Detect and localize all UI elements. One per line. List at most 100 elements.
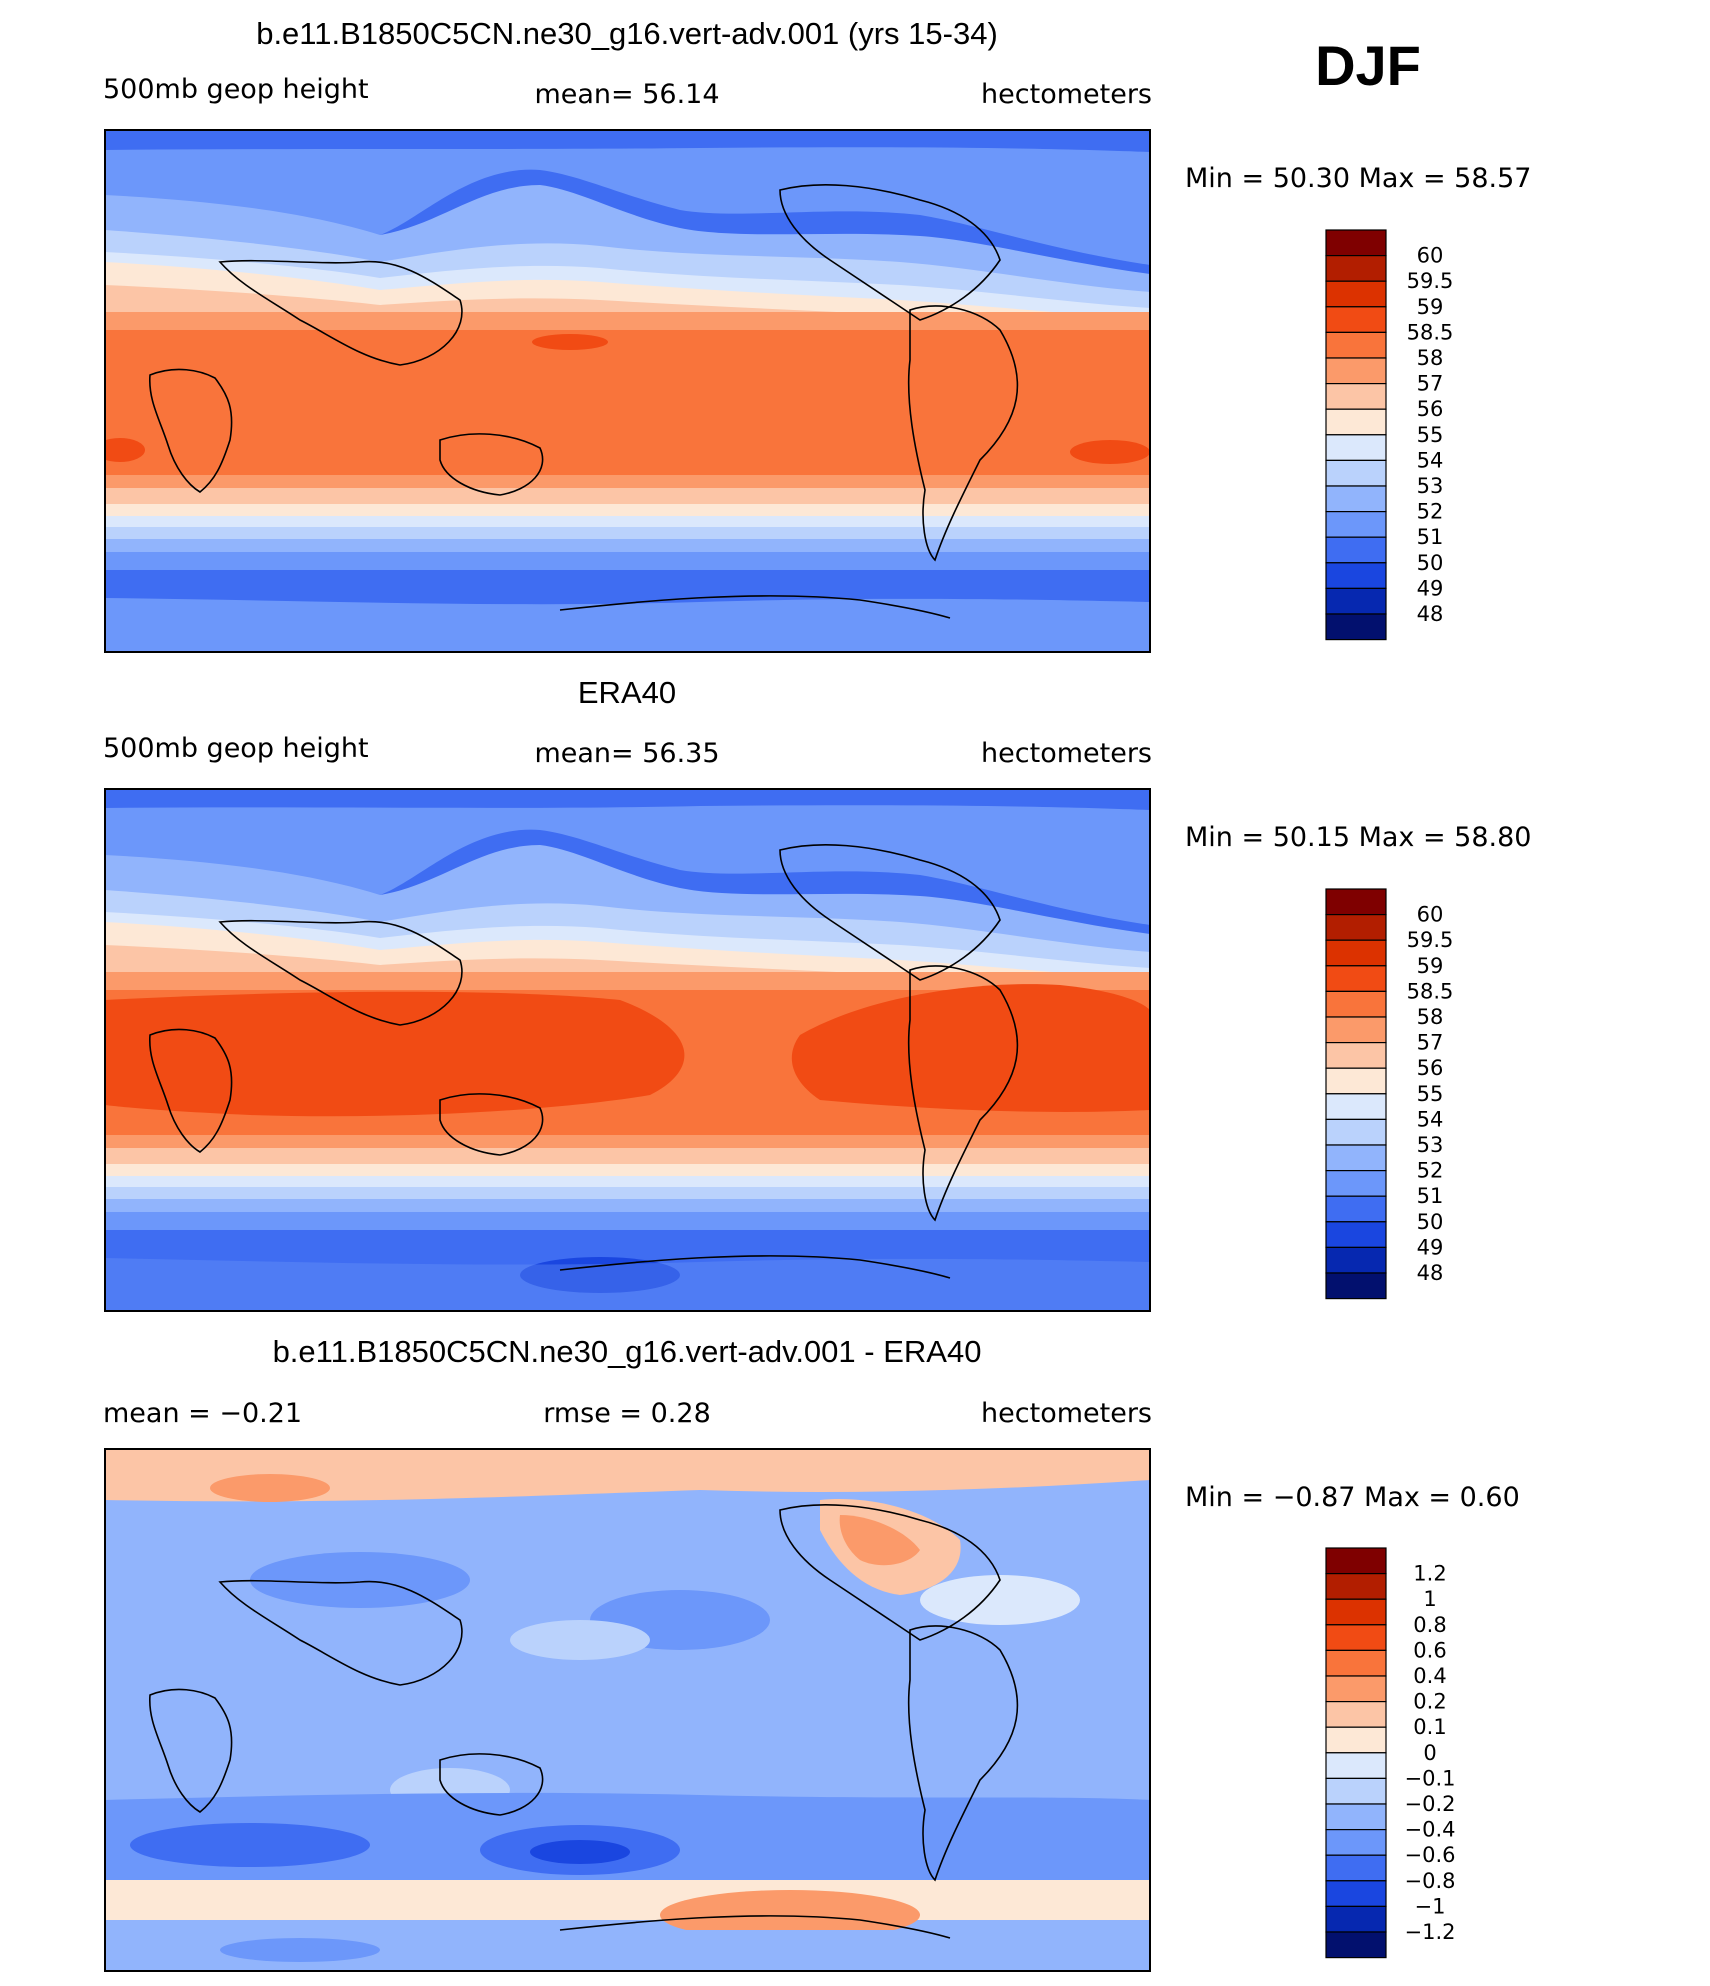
colorbar-tick-label: 52 <box>1417 500 1444 524</box>
mean-label: mean = −0.21 <box>103 1398 302 1429</box>
north-america-outline <box>779 184 1001 321</box>
max-region-atlantic <box>791 984 1150 1112</box>
colorbar-tick-label: 59 <box>1417 295 1444 319</box>
colorbar-tick-label: 0.4 <box>1413 1664 1446 1688</box>
north-america-outline <box>779 844 1001 981</box>
colorbar-swatch <box>1325 229 1387 257</box>
variable-label: 500mb geop height <box>103 74 369 105</box>
colorbar-swatch <box>1325 434 1387 461</box>
colorbar-tick-label: 53 <box>1417 474 1444 498</box>
mean-label: mean= 56.35 <box>534 738 719 769</box>
band-south-pale <box>105 516 1150 529</box>
colorbar-tick-label: −1.2 <box>1405 1920 1456 1944</box>
colorbar-swatch <box>1325 1777 1387 1805</box>
colorbar-swatch <box>1325 255 1387 282</box>
colorbar-tick-label: −0.1 <box>1405 1766 1456 1790</box>
southern-minimum-west <box>130 1823 370 1867</box>
arctic-maximum <box>210 1474 330 1502</box>
south-america-outline <box>907 1625 1019 1882</box>
min-max-label: Min = 50.15 Max = 58.80 <box>1185 822 1531 853</box>
band-north-subtropic <box>105 972 1150 995</box>
min-max-label: Min = 50.30 Max = 58.57 <box>1185 163 1531 194</box>
colorbar-swatch <box>1325 888 1387 916</box>
colorbar-swatch <box>1325 408 1387 436</box>
band-south-pale <box>105 1176 1150 1189</box>
colorbar-tick-label: 50 <box>1417 1210 1444 1234</box>
antarctic-coast-positive <box>105 1880 1150 1920</box>
coastlines <box>149 1504 1019 1939</box>
colorbar-tick-label: 58 <box>1417 1005 1444 1029</box>
colorbar-tick-label: 48 <box>1417 1261 1444 1285</box>
contour-field <box>105 1449 1150 1971</box>
colorbar-swatch <box>1325 1931 1387 1959</box>
colorbar-tick-label: 0.1 <box>1413 1715 1446 1739</box>
colorbar-tick-label: 57 <box>1417 372 1444 396</box>
panel-title: ERA40 <box>578 675 676 710</box>
antarctica-outline <box>559 1915 951 1939</box>
south-pole-negative <box>220 1938 380 1962</box>
panel-model: b.e11.B1850C5CN.ne30_g16.vert-adv.001 (y… <box>103 16 1531 653</box>
colorbar-tick-label: 56 <box>1417 397 1444 421</box>
band-antarctic <box>105 598 1150 652</box>
colorbar-swatch <box>1325 1547 1387 1575</box>
colorbar-swatch <box>1325 1093 1387 1121</box>
colorbar-tick-label: 58 <box>1417 346 1444 370</box>
colorbar-swatch <box>1325 562 1387 589</box>
colorbar-swatch <box>1325 331 1387 359</box>
colorbar-tick-label: 54 <box>1417 448 1444 472</box>
map-frame <box>104 788 1151 1312</box>
colorbar-tick-label: 50 <box>1417 551 1444 575</box>
map-frame <box>104 1448 1151 1972</box>
colorbar-tick-label: 57 <box>1417 1031 1444 1055</box>
colorbar-swatch <box>1325 939 1387 967</box>
colorbar-swatch <box>1325 1624 1387 1652</box>
colorbar-swatch <box>1325 1016 1387 1044</box>
pacific-weak <box>510 1620 650 1660</box>
map-frame <box>104 129 1151 653</box>
colorbar-tick-label: 55 <box>1417 1082 1444 1106</box>
colorbar-tick-label: 59.5 <box>1407 928 1454 952</box>
colorbar-swatch <box>1325 1169 1387 1197</box>
colorbar-swatch <box>1325 1598 1387 1626</box>
colorbar-tick-label: 51 <box>1417 525 1444 549</box>
band-south-subpolar <box>105 539 1150 554</box>
atlantic-weak <box>920 1575 1080 1625</box>
colorbar-swatch <box>1325 1221 1387 1249</box>
colorbar-tick-label: −0.8 <box>1405 1869 1456 1893</box>
min-max-label: Min = −0.87 Max = 0.60 <box>1185 1482 1520 1513</box>
band-south-warm-pale <box>105 504 1150 518</box>
asia-outline <box>218 259 463 366</box>
colorbar-swatch <box>1325 1649 1387 1677</box>
colorbar-swatch <box>1325 1880 1387 1908</box>
band-south-subpolar <box>105 1199 1150 1214</box>
units-label: hectometers <box>981 1398 1152 1429</box>
africa-outline <box>149 368 233 493</box>
band-south-subtropic <box>105 475 1150 490</box>
panel-difference: b.e11.B1850C5CN.ne30_g16.vert-adv.001 - … <box>103 1334 1520 1972</box>
band-south-cool <box>105 1187 1150 1201</box>
rmse-label: rmse = 0.28 <box>543 1398 711 1429</box>
colorbar-tick-label: 49 <box>1417 1235 1444 1259</box>
colorbar-tick-label: 60 <box>1417 244 1444 268</box>
colorbar-swatch <box>1325 536 1387 564</box>
max-region-indo-pacific <box>105 991 685 1117</box>
panel-title: b.e11.B1850C5CN.ne30_g16.vert-adv.001 - … <box>273 1334 982 1369</box>
colorbar-tick-label: −0.6 <box>1405 1843 1456 1867</box>
band-tropics <box>105 330 1150 480</box>
colorbar-swatch <box>1325 1726 1387 1754</box>
colorbar-tick-label: −1 <box>1415 1894 1446 1918</box>
colorbar-tick-label: 55 <box>1417 423 1444 447</box>
panel-observations: ERA40 500mb geop height mean= 56.35 hect… <box>103 675 1531 1312</box>
season-label: DJF <box>1315 34 1421 97</box>
band-antarctic <box>105 1258 1150 1311</box>
colorbar-tick-label: 1 <box>1423 1587 1436 1611</box>
colorbar-tick-label: −0.4 <box>1405 1818 1456 1842</box>
colorbar-swatch <box>1325 1803 1387 1831</box>
colorbar-swatch <box>1325 459 1387 487</box>
mean-label: mean= 56.14 <box>534 79 719 110</box>
colorbar-swatch <box>1325 1700 1387 1728</box>
colorbar-tick-label: 54 <box>1417 1107 1444 1131</box>
colorbar-swatch <box>1325 1272 1387 1300</box>
